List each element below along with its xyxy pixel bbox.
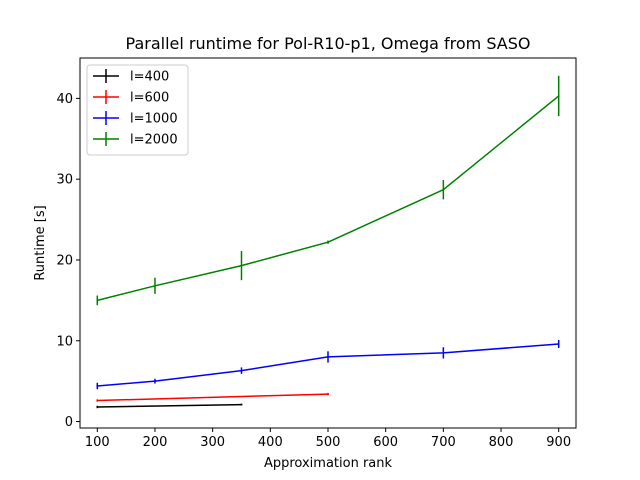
series-line [97,403,242,408]
series-l=2000 [96,75,560,306]
data-point [154,380,156,383]
data-point [240,369,243,372]
data-point [327,241,329,244]
data-point [327,393,329,395]
legend: l=400 l=600 l=1000 l=2000 [86,64,189,156]
x-tick-label: 300 [200,435,225,450]
y-tick-label: 30 [56,173,73,188]
data-point [240,264,243,267]
series-line [97,343,559,387]
series-l=600 [96,392,329,402]
x-tick-label: 500 [316,435,341,450]
data-point [240,403,243,406]
x-axis-label: Approximation rank [264,456,393,471]
data-point [96,406,99,408]
legend-label: l=600 [130,91,169,106]
y-tick-label: 40 [56,92,73,107]
plot-frame [79,57,577,429]
data-point [557,343,560,345]
data-point [96,385,99,387]
x-tick-label: 600 [373,435,398,450]
legend-frame [86,64,189,156]
y-tick-label: 10 [56,334,73,349]
y-tick-label: 20 [56,253,73,268]
data-point [154,284,156,287]
series-l=1000 [96,339,560,390]
series-line [97,95,560,302]
x-tick-label: 700 [431,435,456,450]
y-axis-label: Runtime [s] [33,205,48,280]
y-tick-label: 0 [65,415,73,430]
x-tick-label: 800 [489,435,514,450]
data-point [96,399,99,402]
data-point [557,95,560,97]
x-tick-label: 400 [258,435,283,450]
data-point [442,188,445,191]
series-l=400 [96,403,243,409]
legend-label: l=400 [130,70,169,85]
legend-label: l=1000 [130,112,178,127]
x-tick-label: 200 [143,435,168,450]
chart-title: Parallel runtime for Pol-R10-p1, Omega f… [126,34,531,53]
x-tick-label: 100 [85,435,110,450]
data-point [96,299,99,302]
x-tick-label: 900 [546,435,571,450]
data-point [327,356,329,358]
legend-label: l=2000 [130,133,178,148]
data-point [442,351,445,354]
series-line [97,393,329,402]
